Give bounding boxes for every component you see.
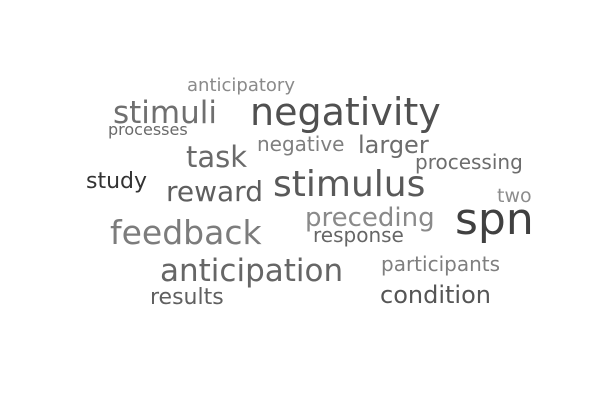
word-condition: condition <box>380 281 491 309</box>
word-negative: negative <box>257 132 345 156</box>
word-response: response <box>313 223 404 247</box>
word-two: two <box>497 185 532 207</box>
word-stimulus: stimulus <box>273 164 426 205</box>
word-preceding: preceding <box>305 203 435 233</box>
word-results: results <box>150 285 224 310</box>
word-negativity: negativity <box>250 90 441 134</box>
word-anticipation: anticipation <box>160 253 344 289</box>
word-study: study <box>86 169 148 194</box>
word-anticipatory: anticipatory <box>187 75 295 96</box>
word-reward: reward <box>166 175 263 208</box>
word-task: task <box>186 140 248 174</box>
word-spn: spn <box>455 194 534 245</box>
word-larger: larger <box>358 131 429 159</box>
word-participants: participants <box>381 252 501 276</box>
word-feedback: feedback <box>110 213 262 252</box>
word-processes: processes <box>108 120 188 139</box>
word-stimuli: stimuli <box>113 95 217 131</box>
word-processing: processing <box>415 150 523 174</box>
